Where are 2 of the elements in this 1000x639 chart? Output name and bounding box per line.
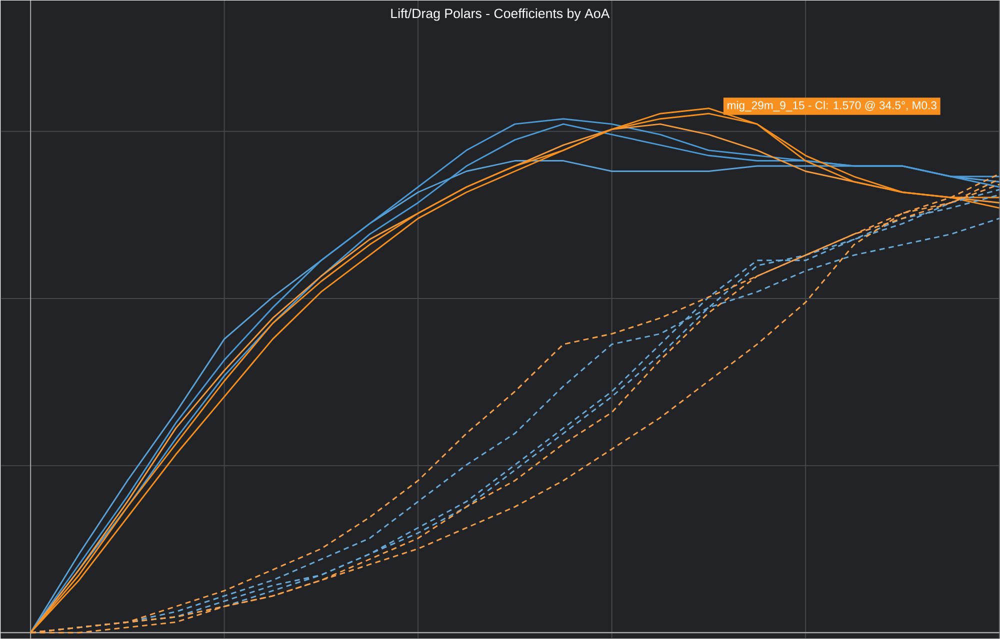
chart-title: Lift/Drag Polars - Coefficients by AoA: [391, 8, 610, 21]
annotation: mig_29m_9_15 - Cl: 1.570 @ 34.5°, M0.3: [728, 100, 936, 112]
